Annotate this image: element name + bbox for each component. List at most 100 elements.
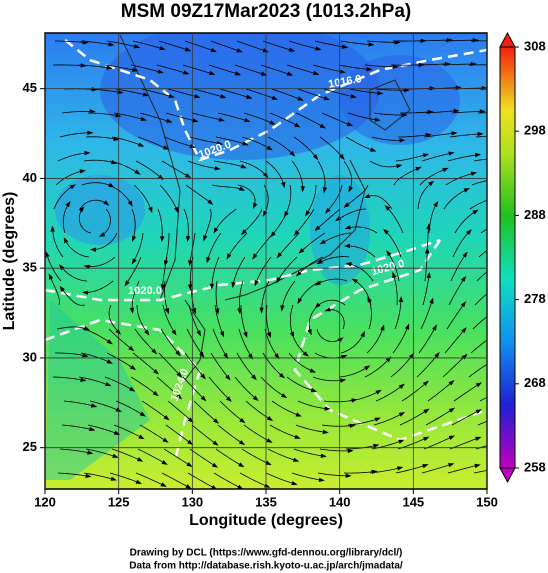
streamline — [418, 326, 436, 354]
stream-arrow — [292, 457, 300, 462]
streamline — [165, 424, 192, 444]
stream-arrow — [218, 117, 225, 122]
streamline — [137, 448, 166, 464]
streamline — [472, 316, 487, 330]
streamline — [132, 232, 144, 263]
stream-arrow — [346, 121, 354, 127]
contour-label: 1016.0 — [327, 73, 362, 91]
stream-arrow — [451, 131, 458, 136]
streamline — [187, 160, 218, 170]
streamline — [141, 88, 172, 98]
streamline — [157, 208, 163, 240]
streamline — [345, 136, 374, 151]
stream-arrow — [343, 202, 350, 208]
streamline — [392, 326, 409, 354]
streamline — [83, 472, 115, 480]
stream-arrow — [168, 93, 175, 98]
streamline — [78, 376, 109, 386]
stream-arrow — [212, 418, 219, 424]
stream-arrow — [213, 227, 219, 234]
stream-arrow — [152, 390, 159, 397]
streamline — [420, 300, 433, 330]
streamline — [213, 472, 242, 489]
stream-arrow — [314, 302, 321, 309]
streamline — [215, 448, 243, 467]
stream-arrow — [466, 229, 472, 235]
footer-line: Drawing by DCL (https://www.gfd-dennou.o… — [130, 548, 403, 559]
streamline — [394, 298, 402, 330]
streamline — [210, 352, 230, 379]
stream-arrow — [189, 143, 197, 149]
stream-arrow — [162, 145, 170, 150]
streamline — [291, 160, 304, 190]
streamline — [319, 448, 351, 452]
stream-arrow — [220, 94, 227, 99]
streamline — [317, 278, 348, 285]
streamline — [424, 250, 428, 282]
colorbar-min — [499, 467, 516, 484]
streamline — [57, 152, 88, 162]
stream-arrow — [142, 92, 150, 97]
stream-arrow — [280, 393, 288, 399]
stream-arrow — [134, 169, 141, 175]
stream-arrow — [110, 476, 117, 481]
stream-arrow — [69, 184, 77, 190]
stream-arrow — [492, 333, 498, 338]
streamline — [281, 280, 296, 309]
stream-arrow — [252, 395, 259, 402]
streamline — [447, 154, 479, 162]
stream-arrow — [240, 164, 247, 169]
streamline — [63, 400, 95, 407]
stream-arrow — [151, 348, 158, 355]
streamline — [375, 88, 407, 91]
streamline — [449, 133, 481, 138]
footer-line: Data from http://database.rish.kyoto-u.a… — [129, 561, 403, 572]
stream-arrow — [295, 270, 302, 277]
stream-arrow — [236, 48, 243, 53]
stream-arrow — [297, 297, 303, 305]
streamline — [443, 188, 468, 210]
streamline — [191, 112, 223, 121]
streamline — [386, 206, 404, 234]
stream-arrow — [276, 252, 283, 259]
streamline — [80, 352, 111, 363]
stream-arrow — [206, 257, 211, 264]
stream-arrow — [386, 250, 392, 257]
streamline — [447, 464, 478, 474]
streamline — [419, 168, 447, 186]
streamline — [106, 352, 134, 369]
streamline — [326, 184, 343, 212]
streamline — [160, 328, 180, 355]
stream-arrow — [345, 473, 352, 479]
stream-arrow — [351, 278, 358, 284]
streamline — [188, 304, 201, 335]
stream-arrow — [477, 131, 484, 137]
streamline — [349, 390, 380, 402]
streamline — [130, 64, 162, 73]
streamline — [85, 448, 116, 458]
stream-arrow — [238, 462, 245, 468]
streamline — [479, 396, 487, 402]
stream-arrow — [160, 236, 165, 243]
x-axis-label: Longitude (degrees) — [189, 512, 343, 529]
streamline — [269, 424, 299, 439]
stream-arrow — [286, 71, 294, 76]
stream-arrow — [87, 450, 94, 455]
stream-arrow — [424, 247, 430, 254]
stream-arrow — [461, 353, 468, 360]
stream-arrow — [305, 210, 311, 217]
stream-arrow — [219, 331, 225, 338]
stream-arrow — [279, 372, 286, 379]
streamline — [211, 256, 220, 287]
streamline — [163, 448, 191, 466]
streamline — [314, 40, 346, 48]
streamline — [340, 40, 372, 46]
stream-arrow — [312, 154, 319, 161]
streamline — [452, 231, 470, 258]
stream-arrow — [216, 141, 223, 146]
stream-arrow — [297, 96, 304, 101]
streamline — [316, 328, 342, 342]
streamline — [477, 420, 487, 426]
stream-arrow — [337, 337, 344, 343]
stream-arrow — [324, 307, 331, 312]
